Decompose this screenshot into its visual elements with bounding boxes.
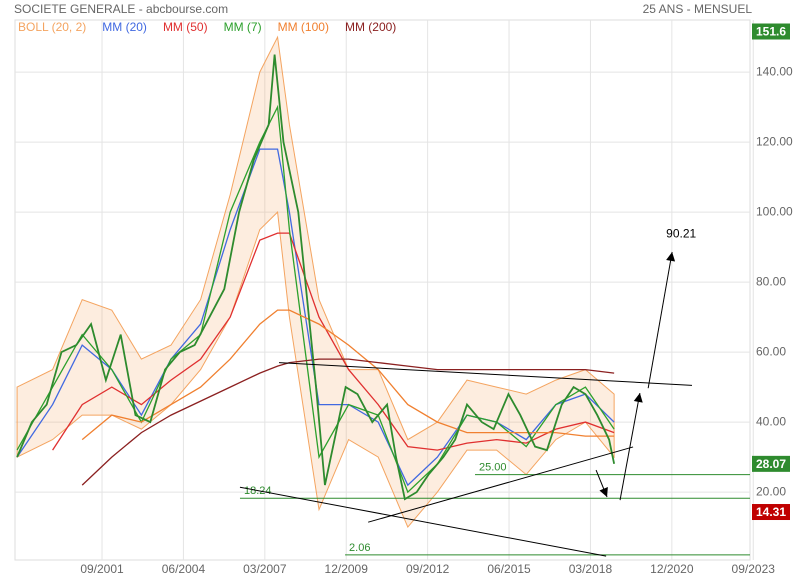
x-tick-label: 03/2018	[569, 562, 613, 576]
y-tick-label: 40.00	[756, 414, 786, 428]
trend-line	[279, 362, 693, 386]
legend-entry: MM (200)	[345, 20, 396, 34]
legend-entry: MM (50)	[163, 20, 208, 34]
chart-title: SOCIETE GENERALE - abcbourse.com	[14, 2, 228, 16]
plot-area	[14, 19, 751, 561]
level-label: 18.24	[244, 485, 272, 497]
y-tick-label: 20.00	[756, 484, 786, 498]
level-label: 25.00	[479, 462, 507, 474]
arrow-head	[633, 393, 643, 403]
moving-average	[16, 148, 615, 487]
arrow-head	[666, 252, 676, 262]
price-label: 151.6	[756, 25, 786, 39]
x-tick-label: 03/2007	[243, 562, 287, 576]
price-label: 28.07	[756, 457, 786, 471]
moving-average	[52, 232, 615, 451]
trend-line	[239, 486, 607, 557]
price-line	[16, 54, 616, 501]
target-label: 90.21	[666, 227, 696, 241]
price-label-box	[752, 455, 790, 472]
x-tick-label: 12/2020	[650, 562, 694, 576]
price-label: 14.31	[756, 505, 786, 519]
price-label-box	[752, 504, 790, 521]
legend-entry: MM (20)	[102, 20, 147, 34]
x-tick-label: 09/2023	[732, 562, 776, 576]
trend-line	[619, 392, 641, 501]
price-label-box	[752, 23, 790, 40]
legend-entry: MM (100)	[278, 20, 329, 34]
x-tick-label: 09/2012	[406, 562, 450, 576]
y-tick-label: 140.00	[756, 64, 793, 78]
moving-average	[16, 104, 615, 494]
y-tick-label: 120.00	[756, 134, 793, 148]
y-tick-label: 60.00	[756, 344, 786, 358]
moving-average	[81, 358, 615, 486]
x-tick-label: 06/2004	[162, 562, 206, 576]
y-tick-label: 80.00	[756, 274, 786, 288]
chart-subtitle: 25 ANS - MENSUEL	[643, 2, 753, 16]
level-label: 2.06	[349, 542, 370, 554]
trend-line	[647, 251, 673, 389]
x-tick-label: 09/2001	[80, 562, 124, 576]
bollinger-band	[16, 35, 615, 529]
arrow-head	[599, 487, 608, 497]
legend-entry: MM (7)	[224, 20, 262, 34]
legend-entry: BOLL (20, 2)	[18, 20, 86, 34]
trend-line	[368, 446, 634, 523]
moving-average	[81, 309, 615, 441]
x-tick-label: 06/2015	[487, 562, 531, 576]
y-tick-label: 100.00	[756, 204, 793, 218]
x-tick-label: 12/2009	[325, 562, 369, 576]
